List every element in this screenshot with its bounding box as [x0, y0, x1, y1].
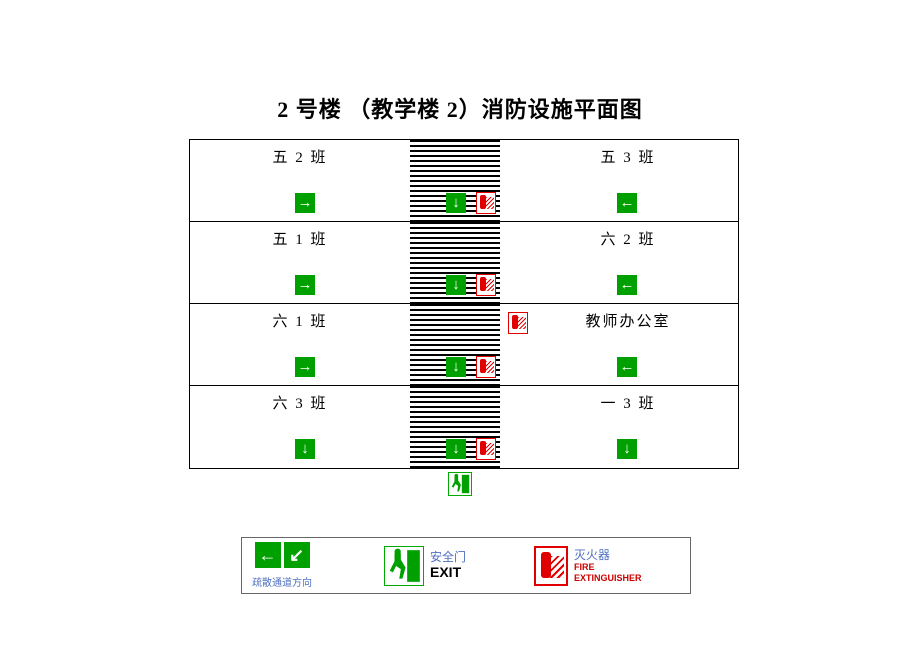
legend-ext-cn: 灭火器 — [574, 548, 642, 562]
evac-arrow-icon: ← — [255, 542, 281, 568]
legend-exit: 安全门 EXIT — [374, 538, 524, 593]
extinguisher-icon — [508, 312, 528, 334]
extinguisher-icon — [476, 356, 496, 378]
floor-row: 六 1 班 教师办公室 → ↓ ← — [190, 304, 738, 386]
floor-row: 五 2 班 五 3 班 → ↓ ← — [190, 140, 738, 222]
extinguisher-icon — [476, 192, 496, 214]
room-label-right: 六 2 班 — [528, 228, 728, 249]
evac-arrow-icon: ↓ — [446, 357, 466, 377]
floor-row: 六 3 班 一 3 班 ↓ ↓ ↓ — [190, 386, 738, 468]
room-label-left: 五 1 班 — [200, 228, 400, 249]
legend-evac-label: 疏散通道方向 — [252, 574, 312, 589]
legend-extinguisher: 灭火器 FIRE EXTINGUISHER — [524, 538, 690, 593]
legend: ←↙ 疏散通道方向 安全门 EXIT 灭火器 FIRE EXTINGUISHER — [241, 537, 691, 594]
evac-arrow-icon: ↙ — [284, 542, 310, 568]
legend-ext-en1: FIRE — [574, 562, 642, 573]
floor-row: 五 1 班 六 2 班 → ↓ ← — [190, 222, 738, 304]
evac-arrow-icon: ↓ — [446, 193, 466, 213]
evac-arrow-icon: ↓ — [617, 439, 637, 459]
extinguisher-icon — [534, 546, 568, 586]
legend-ext-en2: EXTINGUISHER — [574, 573, 642, 584]
evac-arrow-icon: → — [295, 275, 315, 295]
room-label-right: 教师办公室 — [528, 310, 728, 331]
evac-arrow-icon: ↓ — [446, 439, 466, 459]
page-title: 2 号楼 （教学楼 2）消防设施平面图 — [0, 92, 920, 124]
evac-arrow-icon: ↓ — [295, 439, 315, 459]
legend-exit-en: EXIT — [430, 564, 466, 581]
evac-arrow-icon: → — [295, 357, 315, 377]
evac-arrow-icon: → — [295, 193, 315, 213]
room-label-left: 六 3 班 — [200, 392, 400, 413]
floor-plan: 五 2 班五 3 班→↓←五 1 班六 2 班→↓←六 1 班教师办公室→↓←六… — [189, 139, 739, 469]
extinguisher-icon — [476, 274, 496, 296]
room-label-right: 五 3 班 — [528, 146, 728, 167]
evac-arrow-icon: ← — [617, 357, 637, 377]
evac-arrow-icon: ← — [617, 275, 637, 295]
room-label-right: 一 3 班 — [528, 392, 728, 413]
room-label-left: 六 1 班 — [200, 310, 400, 331]
legend-exit-cn: 安全门 — [430, 550, 466, 564]
room-label-left: 五 2 班 — [200, 146, 400, 167]
extinguisher-icon — [476, 438, 496, 460]
legend-evacuation: ←↙ 疏散通道方向 — [242, 538, 374, 593]
evac-arrow-icon: ← — [617, 193, 637, 213]
exit-icon — [384, 546, 424, 586]
evac-arrow-icon: ↓ — [446, 275, 466, 295]
emergency-exit-icon — [448, 472, 472, 496]
